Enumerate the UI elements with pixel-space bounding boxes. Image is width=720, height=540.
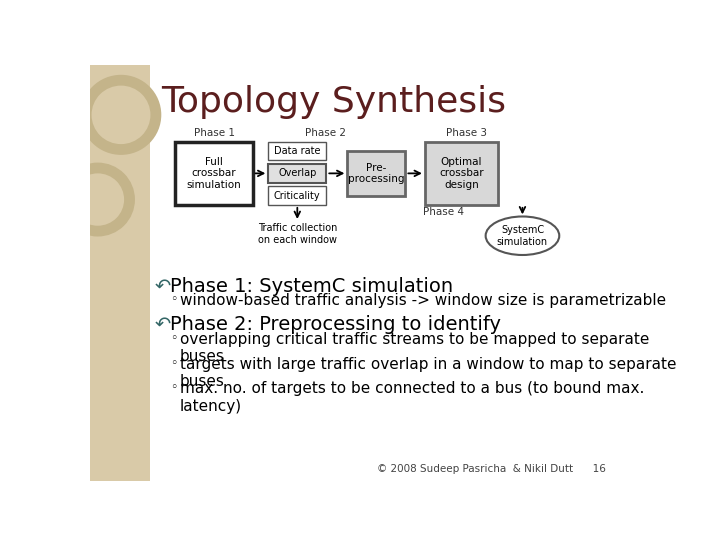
Circle shape bbox=[71, 173, 124, 226]
Text: ↶: ↶ bbox=[155, 276, 171, 295]
Text: targets with large traffic overlap in a window to map to separate
buses: targets with large traffic overlap in a … bbox=[180, 356, 676, 389]
Text: Phase 1: Phase 1 bbox=[194, 127, 235, 138]
Text: window-based traffic analysis -> window size is parametrizable: window-based traffic analysis -> window … bbox=[180, 294, 666, 308]
Text: SystemC
simulation: SystemC simulation bbox=[497, 225, 548, 247]
Text: Phase 2: Phase 2 bbox=[305, 127, 346, 138]
Circle shape bbox=[81, 75, 161, 155]
Ellipse shape bbox=[485, 217, 559, 255]
Text: Overlap: Overlap bbox=[278, 168, 317, 178]
Bar bbox=[347, 151, 405, 195]
Text: Phase 1: SystemC simulation: Phase 1: SystemC simulation bbox=[170, 276, 453, 295]
Text: © 2008 Sudeep Pasricha  & Nikil Dutt      16: © 2008 Sudeep Pasricha & Nikil Dutt 16 bbox=[377, 464, 606, 475]
Text: max. no. of targets to be connected to a bus (to bound max.
latency): max. no. of targets to be connected to a… bbox=[180, 381, 644, 414]
Text: ◦: ◦ bbox=[170, 332, 177, 345]
Text: ◦: ◦ bbox=[170, 356, 177, 369]
Circle shape bbox=[91, 85, 150, 144]
Text: Traffic collection
on each window: Traffic collection on each window bbox=[258, 224, 337, 245]
Text: Phase 3: Phase 3 bbox=[446, 127, 487, 138]
Bar bbox=[269, 164, 326, 183]
Text: Criticality: Criticality bbox=[274, 191, 320, 201]
Text: Full
crossbar
simulation: Full crossbar simulation bbox=[186, 157, 241, 190]
Text: Topology Synthesis: Topology Synthesis bbox=[161, 85, 506, 119]
Text: Phase 4: Phase 4 bbox=[423, 207, 464, 217]
Text: ◦: ◦ bbox=[170, 294, 177, 307]
Bar bbox=[269, 186, 326, 205]
Circle shape bbox=[60, 163, 135, 237]
Text: Pre-
processing: Pre- processing bbox=[348, 163, 405, 184]
Text: Optimal
crossbar
design: Optimal crossbar design bbox=[439, 157, 484, 190]
Bar bbox=[90, 65, 150, 481]
Text: ◦: ◦ bbox=[170, 381, 177, 394]
Bar bbox=[425, 142, 498, 205]
Text: Data rate: Data rate bbox=[274, 146, 320, 156]
Text: overlapping critical traffic streams to be mapped to separate
buses: overlapping critical traffic streams to … bbox=[180, 332, 649, 365]
Text: ↶: ↶ bbox=[155, 315, 171, 334]
Bar bbox=[269, 142, 326, 160]
Text: Phase 2: Preprocessing to identify: Phase 2: Preprocessing to identify bbox=[170, 315, 501, 334]
Bar bbox=[175, 142, 253, 205]
